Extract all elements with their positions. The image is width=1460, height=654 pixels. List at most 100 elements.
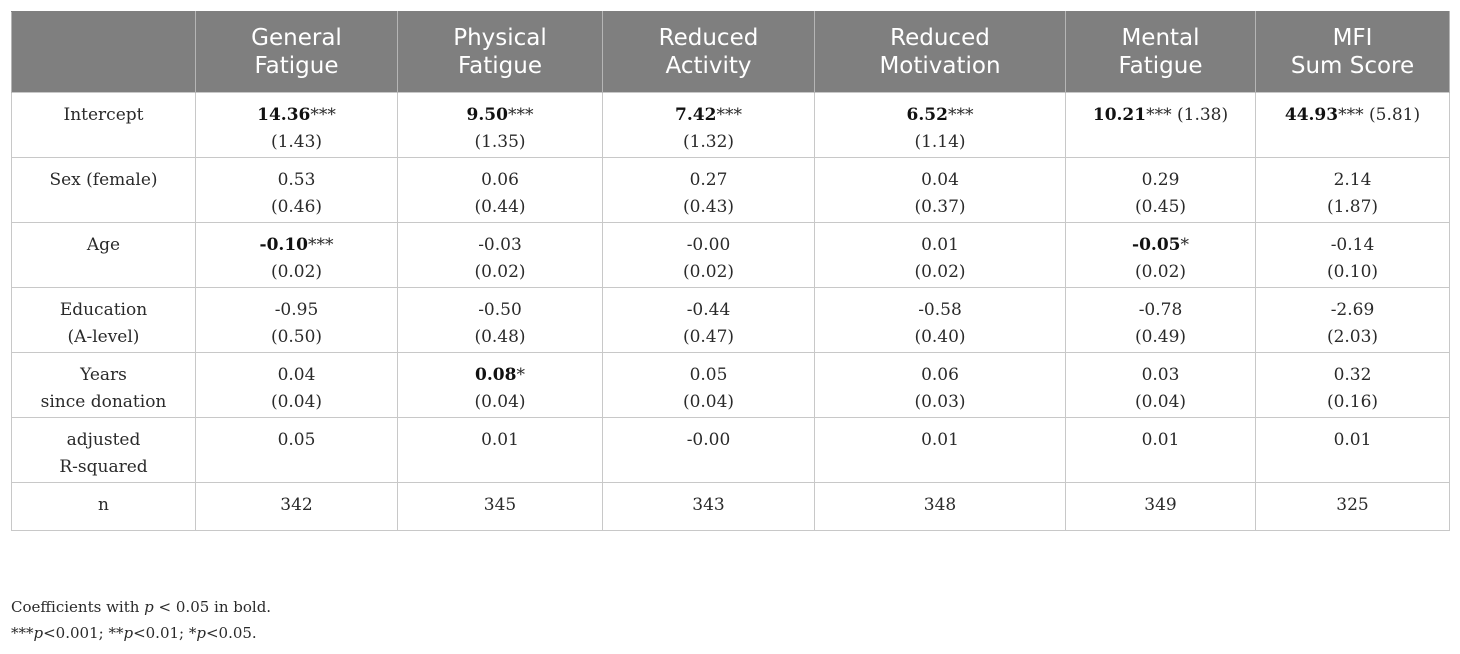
- standard-error: (1.43): [270, 132, 323, 152]
- column-header: Reduced Activity: [602, 11, 815, 93]
- table-cell: -0.44 (0.47): [602, 287, 815, 353]
- row-label-line: Intercept: [63, 105, 144, 125]
- table-cell: 44.93*** (5.81): [1255, 92, 1450, 158]
- table-cell: 342: [195, 482, 398, 531]
- coefficient-value: -0.50: [478, 300, 522, 320]
- standard-error: (0.46): [270, 197, 323, 217]
- cell-estimate: -0.44: [611, 297, 806, 324]
- coefficient-value: -0.95: [274, 300, 319, 320]
- table-cell: 6.52*** (1.14): [814, 92, 1066, 158]
- coefficient-value: 0.06: [921, 365, 959, 385]
- cell-estimate: 0.53: [204, 167, 389, 194]
- cell-estimate: 0.03: [1074, 362, 1247, 389]
- significance-stars: ***: [507, 105, 534, 125]
- cell-estimate: 0.29: [1074, 167, 1247, 194]
- table-cell: -2.69 (2.03): [1255, 287, 1450, 353]
- coefficient-value: 0.04: [921, 170, 959, 190]
- standard-error: (0.02): [1134, 262, 1187, 282]
- column-header: MFI Sum Score: [1255, 11, 1450, 93]
- table-cell: 14.36*** (1.43): [195, 92, 398, 158]
- standard-error: (0.48): [474, 327, 526, 347]
- cell-estimate: 0.01: [1264, 427, 1441, 454]
- table-cell: 0.01: [814, 417, 1066, 483]
- cell-estimate: 44.93*** (5.81): [1264, 102, 1441, 129]
- coefficient-value: -0.44: [686, 300, 731, 320]
- cell-estimate: -0.10***: [204, 232, 389, 259]
- table-cell: 0.29 (0.45): [1065, 157, 1256, 223]
- standard-error: (0.04): [270, 392, 323, 412]
- table-cell: 7.42*** (1.32): [602, 92, 815, 158]
- standard-error: (0.04): [682, 392, 735, 412]
- table-cell: 0.04 (0.04): [195, 352, 398, 418]
- coefficient-value: 0.03: [1141, 365, 1180, 385]
- cell-estimate: 0.01: [823, 427, 1057, 454]
- table-cell: 2.14 (1.87): [1255, 157, 1450, 223]
- table-row: Years since donation 0.04 (0.04) 0.08* (0.04)…: [11, 352, 1450, 418]
- table-cell: -0.00 (0.02): [602, 222, 815, 288]
- standard-error: (0.47): [682, 327, 735, 347]
- coefficient-value: 0.01: [1141, 430, 1180, 450]
- header-cell-empty: [11, 11, 196, 93]
- coefficient-value: 0.01: [481, 430, 519, 450]
- coefficient-value: 0.06: [481, 170, 519, 190]
- column-header-line: Mental: [1121, 25, 1200, 51]
- cell-estimate: -0.78: [1074, 297, 1247, 324]
- table-cell: 0.27 (0.43): [602, 157, 815, 223]
- column-header-line: Sum Score: [1290, 53, 1415, 79]
- table-cell: 0.01: [397, 417, 603, 483]
- row-label: Years since donation: [11, 352, 196, 418]
- coefficient-value: 0.05: [689, 365, 728, 385]
- table-cell: -0.03 (0.02): [397, 222, 603, 288]
- coefficient-value: -0.10: [259, 235, 308, 255]
- table-cell: 0.53 (0.46): [195, 157, 398, 223]
- coefficient-value: -0.00: [686, 235, 731, 255]
- coefficient-value: 6.52: [906, 105, 948, 125]
- standard-error: (1.38): [1177, 105, 1229, 125]
- cell-estimate: 0.27: [611, 167, 806, 194]
- column-header-line: Fatigue: [254, 53, 339, 79]
- coefficient-value: 0.01: [921, 235, 959, 255]
- table-cell: 0.01: [1255, 417, 1450, 483]
- significance-stars: *: [516, 365, 525, 385]
- column-header: Reduced Motivation: [814, 11, 1066, 93]
- standard-error: (0.04): [1134, 392, 1187, 412]
- coefficient-value: 348: [923, 495, 957, 515]
- standard-error: (0.49): [1134, 327, 1187, 347]
- row-label-line: Sex (female): [49, 170, 158, 190]
- row-label: adjusted R-squared: [11, 417, 196, 483]
- row-label: Age: [11, 222, 196, 288]
- cell-estimate: -0.03: [406, 232, 594, 259]
- cell-estimate: 0.05: [611, 362, 806, 389]
- standard-error: (0.03): [914, 392, 966, 412]
- coefficient-value: 44.93: [1284, 105, 1339, 125]
- cell-estimate: -0.05*: [1074, 232, 1247, 259]
- coefficient-value: 0.53: [277, 170, 316, 190]
- cell-estimate: 9.50***: [406, 102, 594, 129]
- cell-estimate: 0.05: [204, 427, 389, 454]
- standard-error: (0.02): [914, 262, 966, 282]
- table-row: Age -0.10*** (0.02) -0.03 (0.02) -0.00 (0.02) 0…: [11, 222, 1450, 288]
- significance-stars: ***: [947, 105, 974, 125]
- column-header-line: Fatigue: [458, 53, 542, 79]
- table-cell: 348: [814, 482, 1066, 531]
- standard-error: (0.10): [1326, 262, 1379, 282]
- table-cell: 0.03 (0.04): [1065, 352, 1256, 418]
- cell-estimate: 0.32: [1264, 362, 1441, 389]
- column-header: Mental Fatigue: [1065, 11, 1256, 93]
- header-row: General Fatigue Physical Fatigue Reduced Acti…: [11, 11, 1450, 93]
- coefficient-value: -0.58: [918, 300, 962, 320]
- table-cell: -0.95 (0.50): [195, 287, 398, 353]
- significance-stars: ***: [307, 235, 334, 255]
- row-label-line: adjusted: [66, 430, 141, 450]
- cell-estimate: 2.14: [1264, 167, 1441, 194]
- coefficient-value: 0.08: [475, 365, 517, 385]
- coefficient-value: 0.04: [277, 365, 316, 385]
- coefficient-value: 345: [483, 495, 517, 515]
- cell-estimate: 0.01: [823, 232, 1057, 259]
- coefficient-value: 349: [1144, 495, 1177, 515]
- cell-estimate: -0.14: [1264, 232, 1441, 259]
- table-cell: 0.32 (0.16): [1255, 352, 1450, 418]
- standard-error: (0.16): [1326, 392, 1379, 412]
- cell-estimate: 349: [1074, 492, 1247, 519]
- table-cell: -0.10*** (0.02): [195, 222, 398, 288]
